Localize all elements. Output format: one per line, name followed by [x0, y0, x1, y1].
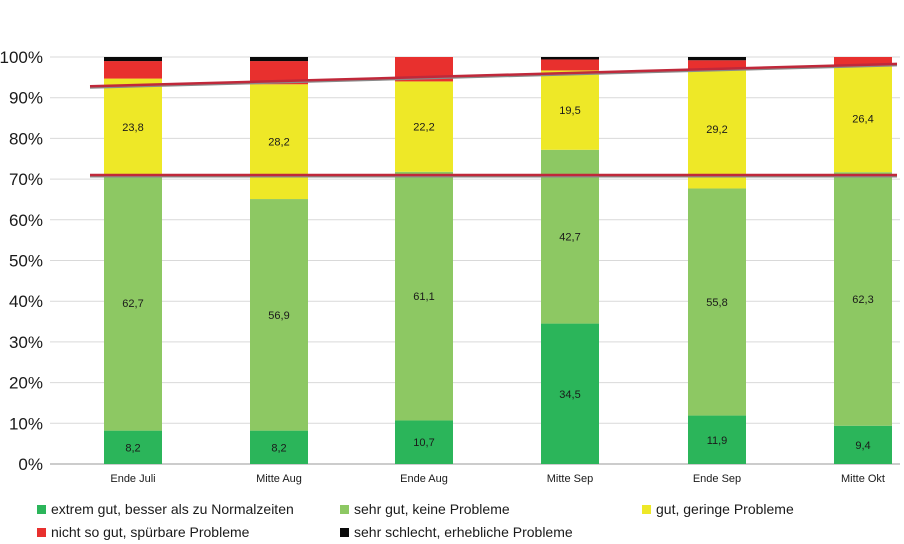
- data-label: 62,3: [852, 294, 873, 306]
- data-label: 61,1: [413, 291, 434, 303]
- legend-label: sehr schlecht, erhebliche Probleme: [354, 524, 573, 540]
- y-tick-label: 50%: [9, 252, 43, 271]
- data-label: 9,4: [855, 440, 870, 452]
- bar-segment: [250, 199, 308, 431]
- bar-segment: [688, 60, 746, 70]
- bars: [104, 57, 892, 464]
- x-tick-label: Ende Aug: [400, 473, 448, 485]
- bar-segment: [834, 64, 892, 173]
- data-label: 23,8: [122, 122, 143, 134]
- bar-segment: [104, 78, 162, 176]
- y-tick-label: 60%: [9, 211, 43, 230]
- data-label: 56,9: [268, 310, 289, 322]
- legend-label: extrem gut, besser als zu Normalzeiten: [51, 501, 294, 517]
- bar-segment: [395, 81, 453, 172]
- bar-segment: [250, 57, 308, 62]
- y-axis-ticks: 0% 10% 20% 30% 40% 50% 60% 70% 80% 90% 100%: [0, 48, 43, 474]
- bar-segment: [688, 415, 746, 464]
- data-label: 11,9: [707, 435, 728, 447]
- y-tick-label: 100%: [0, 48, 43, 67]
- legend-swatch: [37, 505, 46, 514]
- bar-segment: [688, 69, 746, 189]
- legend-label: nicht so gut, spürbare Probleme: [51, 524, 250, 540]
- bar-segment: [104, 57, 162, 62]
- data-label: 55,8: [706, 297, 727, 309]
- data-labels: 8,2 62,7 23,8 8,2 56,9 28,2 10,7 61,1 22,2 34,5 42…: [122, 105, 873, 454]
- x-tick-label: Mitte Sep: [547, 473, 593, 485]
- data-label: 34,5: [559, 389, 580, 401]
- y-tick-label: 20%: [9, 374, 43, 393]
- gridlines: [50, 56, 900, 465]
- data-label: 62,7: [122, 298, 143, 310]
- bar-segment: [395, 171, 453, 421]
- bar-segment: [834, 425, 892, 464]
- legend: extrem gut, besser als zu Normalzeiten se…: [37, 501, 794, 540]
- legend-label: gut, geringe Probleme: [656, 501, 794, 517]
- bar-segment: [541, 70, 599, 150]
- legend-swatch: [37, 528, 46, 537]
- data-label: 28,2: [268, 137, 289, 149]
- x-axis-ticks: Ende Juli Mitte Aug Ende Aug Mitte Sep Ende …: [110, 473, 885, 485]
- bar-segment: [834, 57, 892, 65]
- data-label: 26,4: [852, 113, 873, 125]
- bar-segment: [104, 175, 162, 431]
- legend-swatch: [642, 505, 651, 514]
- y-tick-label: 30%: [9, 333, 43, 352]
- data-label: 19,5: [559, 105, 580, 117]
- data-label: 8,2: [125, 442, 140, 454]
- x-tick-label: Mitte Okt: [841, 473, 885, 485]
- x-tick-label: Ende Sep: [693, 473, 741, 485]
- data-label: 42,7: [559, 232, 580, 244]
- bar-segment: [541, 149, 599, 324]
- data-label: 29,2: [706, 124, 727, 136]
- reference-line: [89, 62, 898, 88]
- bar-segment: [395, 420, 453, 464]
- y-tick-label: 10%: [9, 414, 43, 433]
- x-tick-label: Mitte Aug: [256, 473, 302, 485]
- bar-segment: [104, 430, 162, 464]
- y-tick-label: 0%: [18, 455, 43, 474]
- data-label: 22,2: [413, 122, 434, 134]
- bar-segment: [834, 172, 892, 426]
- bar-segment: [541, 59, 599, 71]
- reference-lines: [89, 62, 898, 178]
- y-tick-label: 80%: [9, 129, 43, 148]
- bar-segment: [250, 430, 308, 464]
- bar-segment: [541, 323, 599, 464]
- data-label: 8,2: [271, 442, 286, 454]
- bar-segment: [104, 61, 162, 79]
- y-tick-label: 70%: [9, 170, 43, 189]
- x-tick-label: Ende Juli: [110, 473, 155, 485]
- y-tick-label: 90%: [9, 89, 43, 108]
- legend-swatch: [340, 528, 349, 537]
- bar-segment: [250, 84, 308, 200]
- y-tick-label: 40%: [9, 292, 43, 311]
- bar-segment: [250, 61, 308, 85]
- bar-segment: [541, 57, 599, 60]
- bar-segment: [688, 188, 746, 416]
- bar-segment: [688, 57, 746, 61]
- legend-label: sehr gut, keine Probleme: [354, 501, 510, 517]
- legend-swatch: [340, 505, 349, 514]
- reference-line-shadow: [89, 64, 898, 89]
- data-label: 10,7: [413, 437, 434, 449]
